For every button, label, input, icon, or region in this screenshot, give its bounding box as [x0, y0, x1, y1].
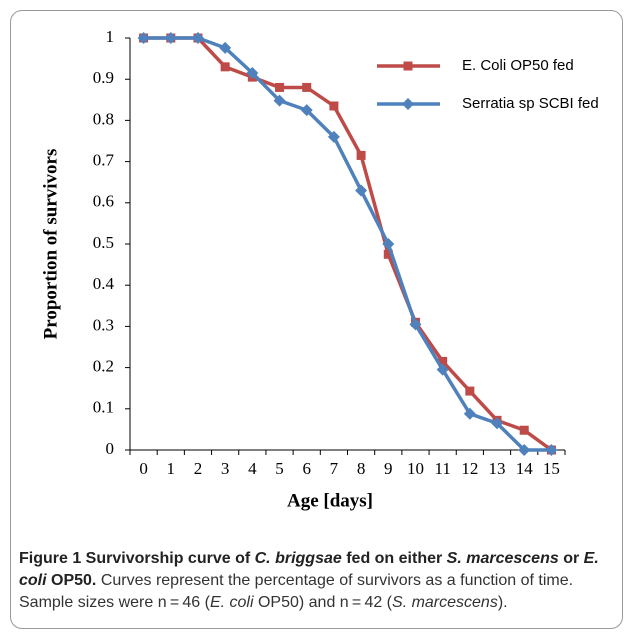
y-tick-label: 0.2	[93, 357, 114, 376]
x-tick-label: 12	[461, 459, 478, 478]
caption-text: C. briggsae	[254, 550, 342, 567]
marker	[300, 104, 313, 117]
figure: Age [days] Proportion of survivors 0 0.1 0…	[10, 10, 623, 629]
y-tick-label: 0.5	[93, 233, 114, 252]
marker	[518, 444, 531, 456]
marker	[355, 184, 368, 197]
x-tick-label: 2	[194, 459, 203, 478]
marker	[491, 417, 504, 430]
x-tick-label: 0	[139, 459, 148, 478]
legend-marker	[403, 61, 413, 71]
y-tick-label: 0.8	[93, 109, 114, 128]
caption-text: fed on either	[341, 550, 447, 567]
caption-text: Figure 1 Survivorship curve of	[19, 550, 255, 567]
caption-text: OP50.	[46, 572, 97, 589]
y-tick-label: 0	[106, 439, 115, 458]
x-tick-label: 9	[384, 459, 393, 478]
x-tick-label: 8	[357, 459, 366, 478]
y-tick-label: 0.9	[93, 68, 114, 87]
marker	[356, 150, 366, 160]
x-tick-label: 11	[434, 459, 450, 478]
x-tick-label: 3	[221, 459, 230, 478]
y-tick-label: 0.4	[93, 274, 115, 293]
legend-marker	[402, 98, 414, 110]
x-tick-label: 13	[489, 459, 506, 478]
legend-label: Serratia sp SCBI fed	[462, 95, 599, 112]
marker	[327, 130, 340, 143]
marker	[545, 444, 558, 456]
x-tick-label: 5	[275, 459, 284, 478]
caption-text: E. coli	[19, 550, 599, 589]
caption-title: Figure 1 Survivorship curve of C. briggs…	[19, 550, 599, 589]
x-tick-label: 4	[248, 459, 257, 478]
marker	[382, 238, 395, 250]
y-tick-label: 0.7	[93, 151, 115, 170]
x-tick-label: 10	[407, 459, 424, 478]
marker	[137, 32, 150, 44]
caption-text: S. marcescens	[392, 594, 498, 611]
y-tick-label: 0.1	[93, 398, 114, 417]
x-tick-label: 1	[167, 459, 176, 478]
marker	[409, 318, 422, 331]
marker	[519, 425, 529, 435]
marker	[438, 356, 448, 366]
marker	[383, 249, 393, 259]
marker	[164, 32, 177, 44]
marker	[191, 32, 204, 44]
x-axis-title: Age [days]	[287, 490, 373, 511]
y-axis-title: Proportion of survivors	[40, 149, 61, 340]
y-tick-label: 1	[106, 27, 115, 46]
y-tick-label: 0.3	[93, 315, 114, 334]
caption-text: E. coli	[209, 594, 254, 611]
series-line	[143, 36, 553, 452]
y-tick-label: 0.6	[93, 192, 114, 211]
marker	[465, 386, 475, 396]
marker	[329, 101, 339, 111]
legend-label: E. Coli OP50 fed	[462, 57, 574, 74]
caption-text: S. marcescens	[446, 550, 559, 567]
caption-text: OP50) and n = 42 (	[253, 594, 393, 611]
x-tick-label: 7	[330, 459, 339, 478]
marker	[302, 82, 312, 92]
x-tick-label: 14	[516, 459, 534, 478]
caption-text: ).	[497, 594, 508, 611]
marker	[220, 62, 230, 72]
marker	[246, 67, 259, 80]
marker	[436, 363, 449, 376]
x-tick-label: 6	[302, 459, 311, 478]
marker	[273, 94, 286, 107]
caption-text: Curves represent the percentage of survi…	[19, 572, 574, 611]
caption-text: or	[558, 550, 584, 567]
caption: Figure 1 Survivorship curve of C. briggs…	[19, 548, 609, 614]
chart: Age [days] Proportion of survivors 0 0.1 0…	[40, 27, 599, 511]
x-tick-label: 15	[543, 459, 560, 478]
marker	[219, 41, 232, 54]
marker	[275, 82, 285, 92]
marker	[463, 407, 476, 420]
series-line	[143, 36, 552, 452]
